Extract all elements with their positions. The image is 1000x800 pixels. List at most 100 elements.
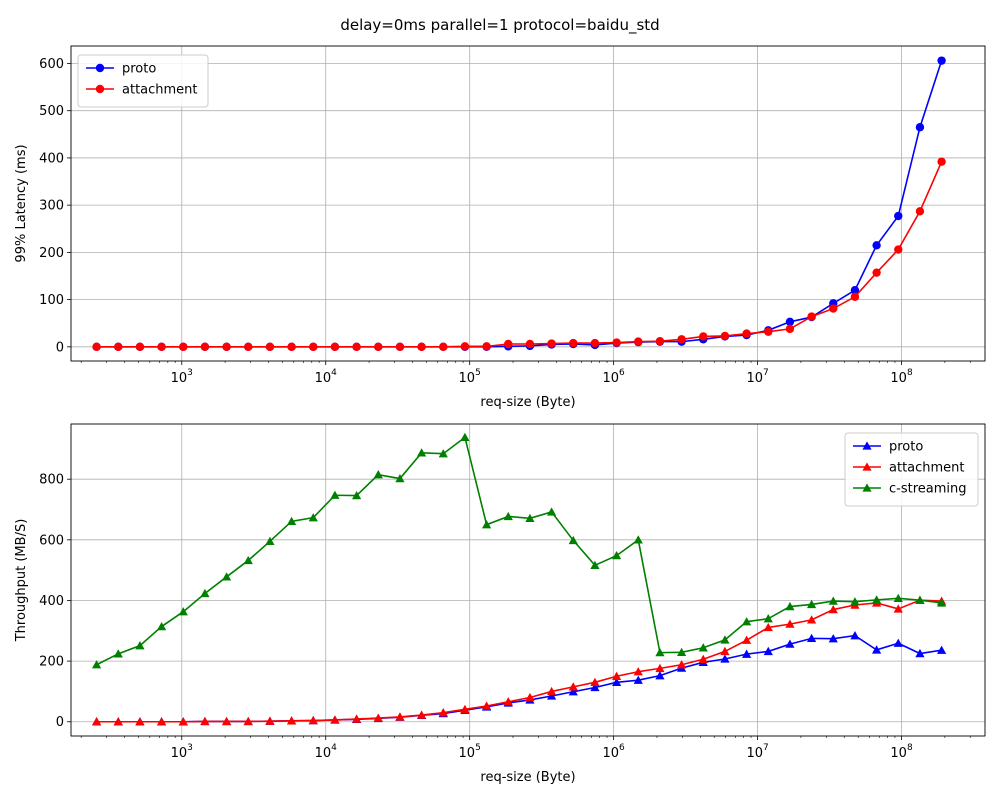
data-point: [481, 701, 492, 710]
x-tick-label: 104: [315, 368, 338, 386]
data-point: [829, 304, 838, 313]
data-point: [135, 641, 145, 650]
data-point: [850, 285, 860, 295]
x-tick-label: 106: [602, 368, 625, 386]
data-point: [114, 342, 123, 352]
data-point: [309, 342, 318, 352]
legend-label: proto: [889, 440, 923, 455]
legend: proto attachment c-streaming: [844, 432, 979, 507]
legend-entry-c-streaming: c-streaming: [853, 482, 967, 497]
data-point: [807, 312, 816, 321]
x-tick-label: 103: [171, 368, 193, 386]
data-point: [872, 645, 882, 654]
x-tick-base: 10: [459, 371, 476, 386]
x-tick-exponent: 3: [187, 368, 193, 378]
series-line: [96, 599, 942, 723]
x-tick-exponent: 8: [907, 743, 913, 753]
y-tick-label: 200: [39, 246, 64, 261]
data-point: [568, 687, 578, 696]
data-point: [742, 649, 752, 658]
data-point: [179, 342, 188, 352]
data-point: [590, 560, 600, 569]
data-point: [915, 648, 925, 658]
data-point: [655, 663, 665, 673]
x-tick-label: 105: [459, 743, 481, 761]
data-point: [828, 604, 838, 614]
data-point: [677, 647, 687, 656]
legend: proto attachment: [77, 54, 209, 108]
data-point: [720, 331, 730, 341]
data-point: [764, 327, 773, 336]
data-point: [546, 507, 557, 516]
data-point: [395, 342, 405, 352]
y-axis-label: Throughput (MB/S): [14, 519, 29, 643]
data-point: [569, 338, 578, 348]
data-point: [481, 520, 492, 529]
x-tick-base: 10: [746, 371, 763, 386]
data-point: [612, 338, 621, 347]
x-tick-exponent: 4: [331, 368, 337, 378]
series-line: [96, 435, 942, 666]
data-point: [113, 717, 123, 726]
data-point: [330, 342, 340, 352]
x-tick-base: 10: [315, 746, 332, 761]
y-tick-label: 800: [39, 473, 64, 488]
data-point: [677, 660, 687, 669]
data-point: [590, 682, 600, 692]
axes-frame: [70, 423, 986, 737]
data-point: [915, 595, 925, 604]
data-point: [785, 324, 795, 334]
x-tick-exponent: 3: [187, 743, 193, 753]
latency-chart: 103 104 105 106 107 1080100200300400500600req…: [14, 45, 986, 410]
x-tick-base: 10: [890, 746, 907, 761]
data-point: [590, 677, 600, 687]
data-point: [265, 716, 275, 725]
data-point: [677, 335, 686, 344]
data-point: [763, 622, 773, 632]
data-point: [568, 535, 578, 545]
data-point: [742, 635, 752, 644]
data-point: [504, 339, 513, 349]
throughput-chart: 103 104 105 106 107 1080200400600800req-size …: [14, 423, 986, 785]
data-point: [850, 631, 860, 640]
legend-marker: [862, 441, 872, 450]
data-point: [850, 597, 860, 606]
data-point: [91, 717, 102, 726]
legend-marker: [95, 63, 105, 73]
data-point: [351, 490, 362, 500]
legend-marker: [95, 84, 105, 94]
data-point: [438, 708, 448, 717]
data-point: [742, 329, 751, 338]
data-point: [828, 634, 838, 643]
x-tick-label: 104: [315, 743, 338, 761]
y-tick-label: 200: [39, 655, 64, 670]
x-tick-exponent: 7: [763, 743, 769, 753]
data-point: [460, 342, 470, 351]
data-point: [91, 660, 102, 669]
x-tick-exponent: 6: [619, 743, 625, 753]
data-point: [915, 123, 925, 132]
legend-marker: [862, 483, 872, 492]
data-point: [416, 710, 427, 719]
data-point: [156, 621, 167, 631]
y-tick-label: 400: [39, 151, 64, 166]
data-point: [546, 691, 557, 700]
data-point: [893, 593, 903, 603]
data-point: [438, 449, 448, 458]
data-point: [807, 599, 817, 609]
data-point: [221, 716, 232, 726]
data-point: [287, 716, 297, 725]
series-attachment: [92, 157, 946, 352]
data-point: [720, 635, 730, 644]
data-point: [135, 717, 145, 726]
data-point: [785, 619, 795, 628]
data-point: [720, 654, 730, 663]
legend-entry-attachment: attachment: [86, 83, 198, 98]
data-point: [525, 513, 535, 522]
data-point: [612, 671, 622, 680]
x-tick-base: 10: [171, 746, 188, 761]
data-point: [763, 614, 773, 623]
x-tick-label: 108: [890, 743, 913, 761]
data-point: [807, 633, 817, 643]
